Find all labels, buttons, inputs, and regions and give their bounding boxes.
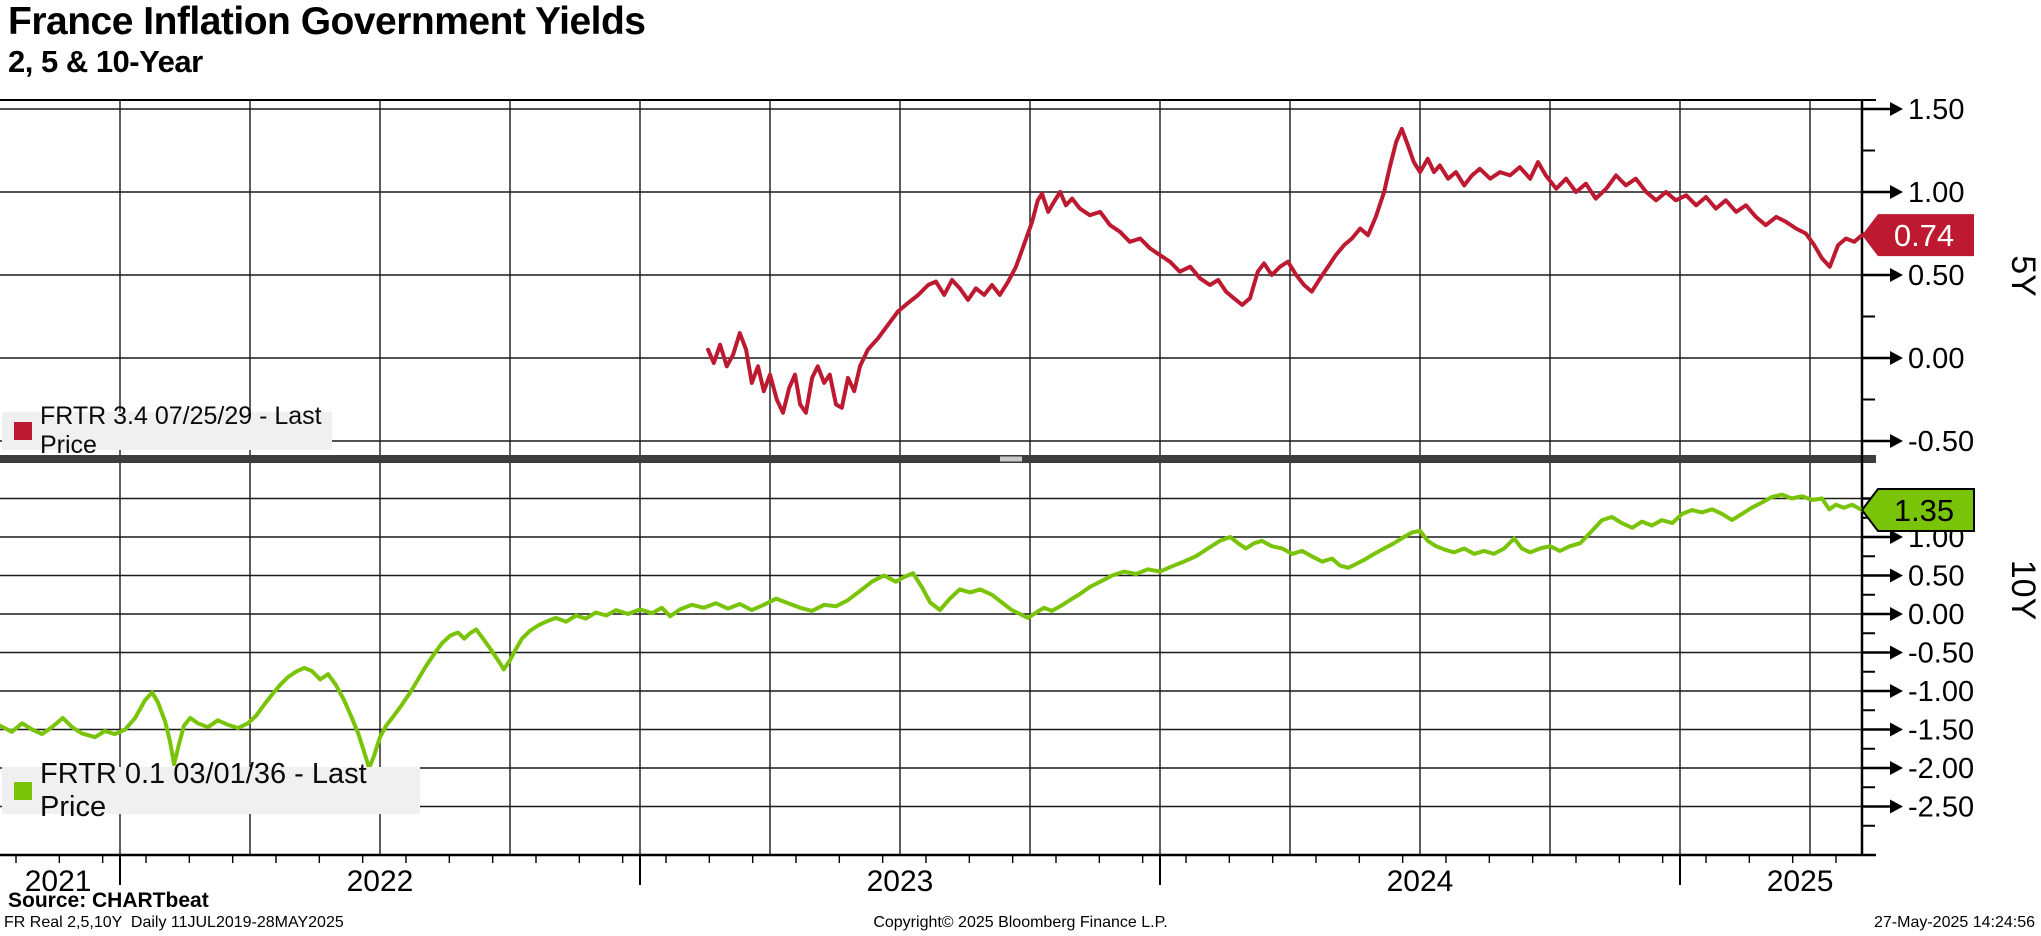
x-tick-label-2023: 2023	[867, 865, 934, 898]
x-tick-label-2022: 2022	[347, 865, 414, 898]
copyright-note: Copyright© 2025 Bloomberg Finance L.P.	[873, 914, 1168, 931]
axis-arrow-icon	[1890, 530, 1903, 544]
panel-divider[interactable]	[0, 455, 1876, 463]
axis-arrow-icon	[1890, 185, 1903, 199]
y-tick-label: 1.50	[1908, 94, 1964, 126]
axis-arrow-icon	[1890, 102, 1903, 116]
y-tick-label: 0.50	[1908, 561, 1964, 593]
legend-5y[interactable]: FRTR 3.4 07/25/29 - Last Price	[2, 402, 332, 459]
legend-label-5y: FRTR 3.4 07/25/29 - Last Price	[40, 402, 322, 459]
timestamp: 27-May-2025 14:24:56	[1874, 914, 2035, 931]
y-tick-label: -0.50	[1908, 638, 1974, 670]
y-tick-label: -2.50	[1908, 792, 1974, 824]
axis-arrow-icon	[1890, 761, 1903, 775]
y-tick-label: 1.00	[1908, 177, 1964, 209]
last-price-value-10y: 1.35	[1894, 493, 1954, 528]
legend-label-10y: FRTR 0.1 03/01/36 - Last Price	[40, 757, 367, 823]
series-line-5y	[706, 126, 1864, 415]
axis-arrow-icon	[1890, 351, 1903, 365]
series-5y-swatch-icon	[14, 422, 32, 440]
axis-arrow-icon	[1890, 607, 1903, 621]
chart-description: FR Real 2,5,10Y Daily 11JUL2019-28MAY202…	[4, 914, 344, 931]
series-line-10y	[0, 492, 1864, 770]
page-title: France Inflation Government Yields	[8, 0, 646, 43]
x-tick-label-2025: 2025	[1767, 865, 1834, 898]
panel-axis-title-5y: 5Y	[2004, 255, 2041, 297]
axis-arrow-icon	[1890, 722, 1903, 737]
last-price-badge-10y	[1860, 488, 1975, 533]
y-tick-label: -2.00	[1908, 753, 1974, 785]
last-price-value-5y: 0.74	[1894, 218, 1954, 253]
y-tick-label: -1.00	[1908, 676, 1974, 708]
axis-arrow-icon	[1890, 568, 1903, 583]
axis-arrow-icon	[1890, 645, 1903, 660]
y-tick-label: 0.50	[1908, 260, 1964, 292]
axis-arrow-icon	[1890, 684, 1903, 698]
x-tick-label-2021: 2021	[25, 865, 92, 898]
x-tick-label-2024: 2024	[1387, 865, 1454, 898]
page-subtitle: 2, 5 & 10-Year	[8, 44, 203, 79]
y-tick-label: -1.50	[1908, 715, 1974, 747]
y-tick-label: 0.00	[1908, 599, 1964, 631]
source-note: Source: CHARTbeat	[8, 889, 209, 912]
axis-arrow-icon	[1890, 434, 1903, 448]
last-price-badge-5y	[1862, 214, 1974, 257]
y-tick-label: -0.50	[1908, 426, 1974, 458]
y-tick-label: 0.00	[1908, 343, 1964, 375]
axis-arrow-icon	[1890, 799, 1903, 814]
axis-arrow-icon	[1890, 268, 1903, 282]
divider-handle-icon[interactable]	[1000, 456, 1022, 462]
series-10y-swatch-icon	[14, 781, 32, 800]
legend-10y[interactable]: FRTR 0.1 03/01/36 - Last Price	[2, 758, 420, 823]
panel-axis-title-10y: 10Y	[2004, 560, 2041, 621]
